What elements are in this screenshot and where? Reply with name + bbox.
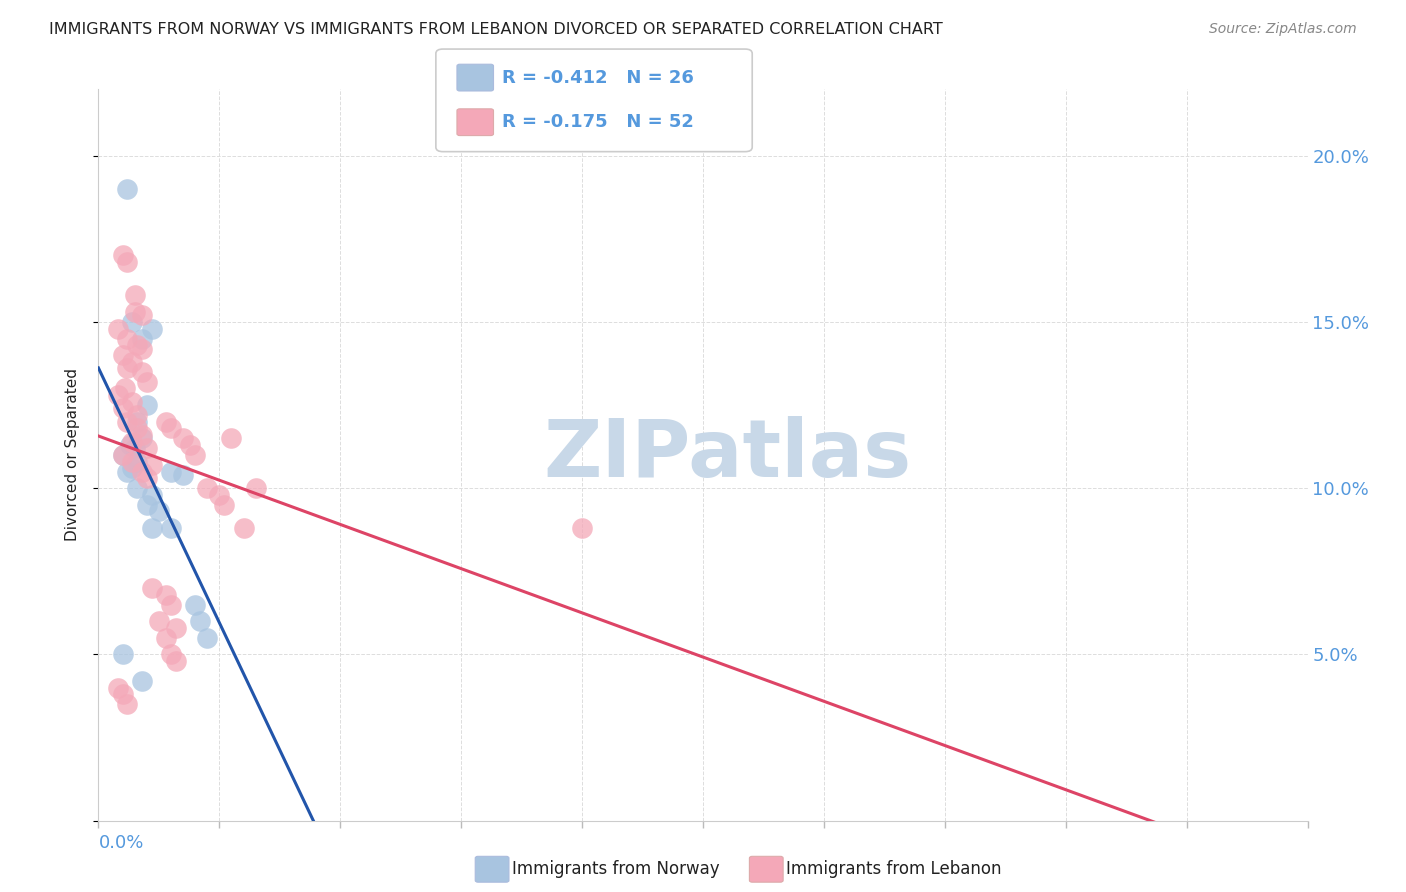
- Point: [188, 614, 211, 628]
- Point: [131, 365, 153, 379]
- Point: [135, 375, 157, 389]
- Point: [155, 588, 177, 602]
- Point: [111, 401, 134, 416]
- Point: [160, 598, 183, 612]
- Point: [118, 438, 141, 452]
- Point: [121, 355, 143, 369]
- Text: R = -0.175   N = 52: R = -0.175 N = 52: [502, 113, 693, 131]
- Point: [111, 248, 134, 262]
- Point: [179, 438, 201, 452]
- Point: [160, 421, 183, 435]
- Point: [212, 498, 235, 512]
- Point: [160, 465, 183, 479]
- Point: [127, 481, 149, 495]
- Text: Immigrants from Norway: Immigrants from Norway: [512, 860, 720, 879]
- Point: [131, 465, 153, 479]
- Point: [135, 442, 157, 456]
- Point: [160, 648, 183, 662]
- Point: [117, 255, 139, 269]
- Point: [117, 415, 139, 429]
- Point: [111, 448, 134, 462]
- Point: [107, 681, 129, 695]
- Point: [172, 431, 194, 445]
- Point: [117, 698, 139, 712]
- Point: [172, 467, 194, 482]
- Point: [155, 415, 177, 429]
- Point: [107, 388, 129, 402]
- Point: [184, 598, 207, 612]
- Text: Source: ZipAtlas.com: Source: ZipAtlas.com: [1209, 22, 1357, 37]
- Point: [121, 454, 143, 468]
- Point: [208, 488, 231, 502]
- Point: [571, 521, 593, 535]
- Point: [121, 315, 143, 329]
- Point: [141, 488, 163, 502]
- Point: [131, 673, 153, 688]
- Point: [111, 348, 134, 362]
- Point: [111, 687, 134, 701]
- Point: [111, 448, 134, 462]
- Point: [184, 448, 207, 462]
- Point: [165, 621, 187, 635]
- Point: [141, 521, 163, 535]
- Point: [135, 398, 157, 412]
- Point: [141, 321, 163, 335]
- Point: [127, 338, 149, 352]
- Point: [121, 394, 143, 409]
- Point: [121, 434, 143, 449]
- Point: [107, 321, 129, 335]
- Point: [221, 431, 243, 445]
- Point: [111, 648, 134, 662]
- Point: [148, 504, 170, 518]
- Point: [165, 654, 187, 668]
- Y-axis label: Divorced or Separated: Divorced or Separated: [65, 368, 80, 541]
- Point: [117, 361, 139, 376]
- Text: ZIPatlas: ZIPatlas: [543, 416, 911, 494]
- Text: 0.0%: 0.0%: [98, 834, 143, 852]
- Point: [155, 631, 177, 645]
- Point: [245, 481, 267, 495]
- Point: [131, 428, 153, 442]
- Point: [135, 498, 157, 512]
- Point: [117, 332, 139, 346]
- Point: [124, 288, 146, 302]
- Point: [121, 461, 143, 475]
- Text: R = -0.412   N = 26: R = -0.412 N = 26: [502, 69, 693, 87]
- Point: [141, 581, 163, 595]
- Point: [117, 465, 139, 479]
- Point: [127, 408, 149, 422]
- Point: [160, 521, 183, 535]
- Text: IMMIGRANTS FROM NORWAY VS IMMIGRANTS FROM LEBANON DIVORCED OR SEPARATED CORRELAT: IMMIGRANTS FROM NORWAY VS IMMIGRANTS FRO…: [49, 22, 943, 37]
- Point: [127, 415, 149, 429]
- Point: [195, 631, 218, 645]
- Point: [131, 342, 153, 356]
- Point: [232, 521, 254, 535]
- Point: [141, 458, 163, 472]
- Point: [131, 308, 153, 322]
- Point: [148, 614, 170, 628]
- Point: [131, 332, 153, 346]
- Point: [114, 381, 136, 395]
- Point: [127, 421, 149, 435]
- Point: [117, 182, 139, 196]
- Point: [127, 454, 149, 468]
- Point: [124, 305, 146, 319]
- Point: [135, 471, 157, 485]
- Point: [131, 431, 153, 445]
- Point: [195, 481, 218, 495]
- Text: Immigrants from Lebanon: Immigrants from Lebanon: [786, 860, 1001, 879]
- Point: [124, 442, 146, 456]
